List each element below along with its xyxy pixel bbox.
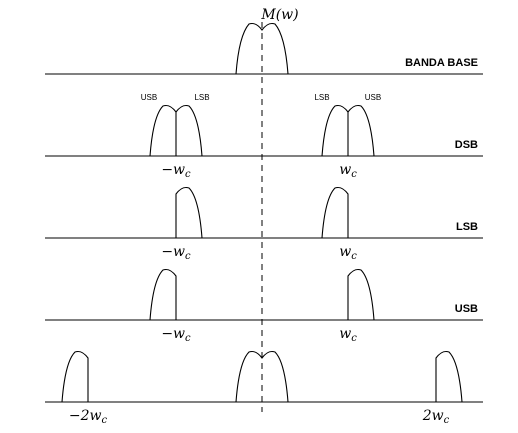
tick-demod-pos: 2wc <box>422 408 450 426</box>
demod-right-spectrum <box>435 350 463 403</box>
panel-demod: −2wc 2wc <box>45 350 483 426</box>
lsb-right-spectrum <box>321 186 349 239</box>
dsb-left-lsb-label: LSB <box>194 93 209 102</box>
dsb-right-lsb-label: LSB <box>314 93 329 102</box>
panel-lsb: −wc wc LSB <box>45 186 483 262</box>
demod-center-spectrum <box>235 350 289 403</box>
tick-dsb-neg: −wc <box>161 162 191 180</box>
tick-usb-neg: −wc <box>161 326 191 344</box>
usb-left-spectrum <box>149 268 177 321</box>
label-lsb: LSB <box>456 221 478 233</box>
demod-left-spectrum <box>61 350 89 403</box>
usb-right-spectrum <box>347 268 375 321</box>
label-dsb: DSB <box>455 139 478 151</box>
dsb-right-usb-label: USB <box>365 93 381 102</box>
tick-usb-pos: wc <box>339 326 357 344</box>
label-baseband: BANDA BASE <box>405 57 478 69</box>
tick-lsb-neg: −wc <box>161 244 191 262</box>
panel-baseband: M(w) BANDA BASE <box>45 7 483 75</box>
label-usb: USB <box>455 303 478 315</box>
signal-label: M(w) <box>260 7 298 23</box>
lsb-left-spectrum <box>175 186 203 239</box>
tick-demod-neg: −2wc <box>69 408 108 426</box>
tick-dsb-pos: wc <box>339 162 357 180</box>
tick-lsb-pos: wc <box>339 244 357 262</box>
panel-dsb: USB LSB LSB USB −wc wc DSB <box>45 93 483 180</box>
panel-usb: −wc wc USB <box>45 268 483 344</box>
baseband-spectrum <box>235 22 289 75</box>
dsb-left-usb-label: USB <box>141 93 157 102</box>
